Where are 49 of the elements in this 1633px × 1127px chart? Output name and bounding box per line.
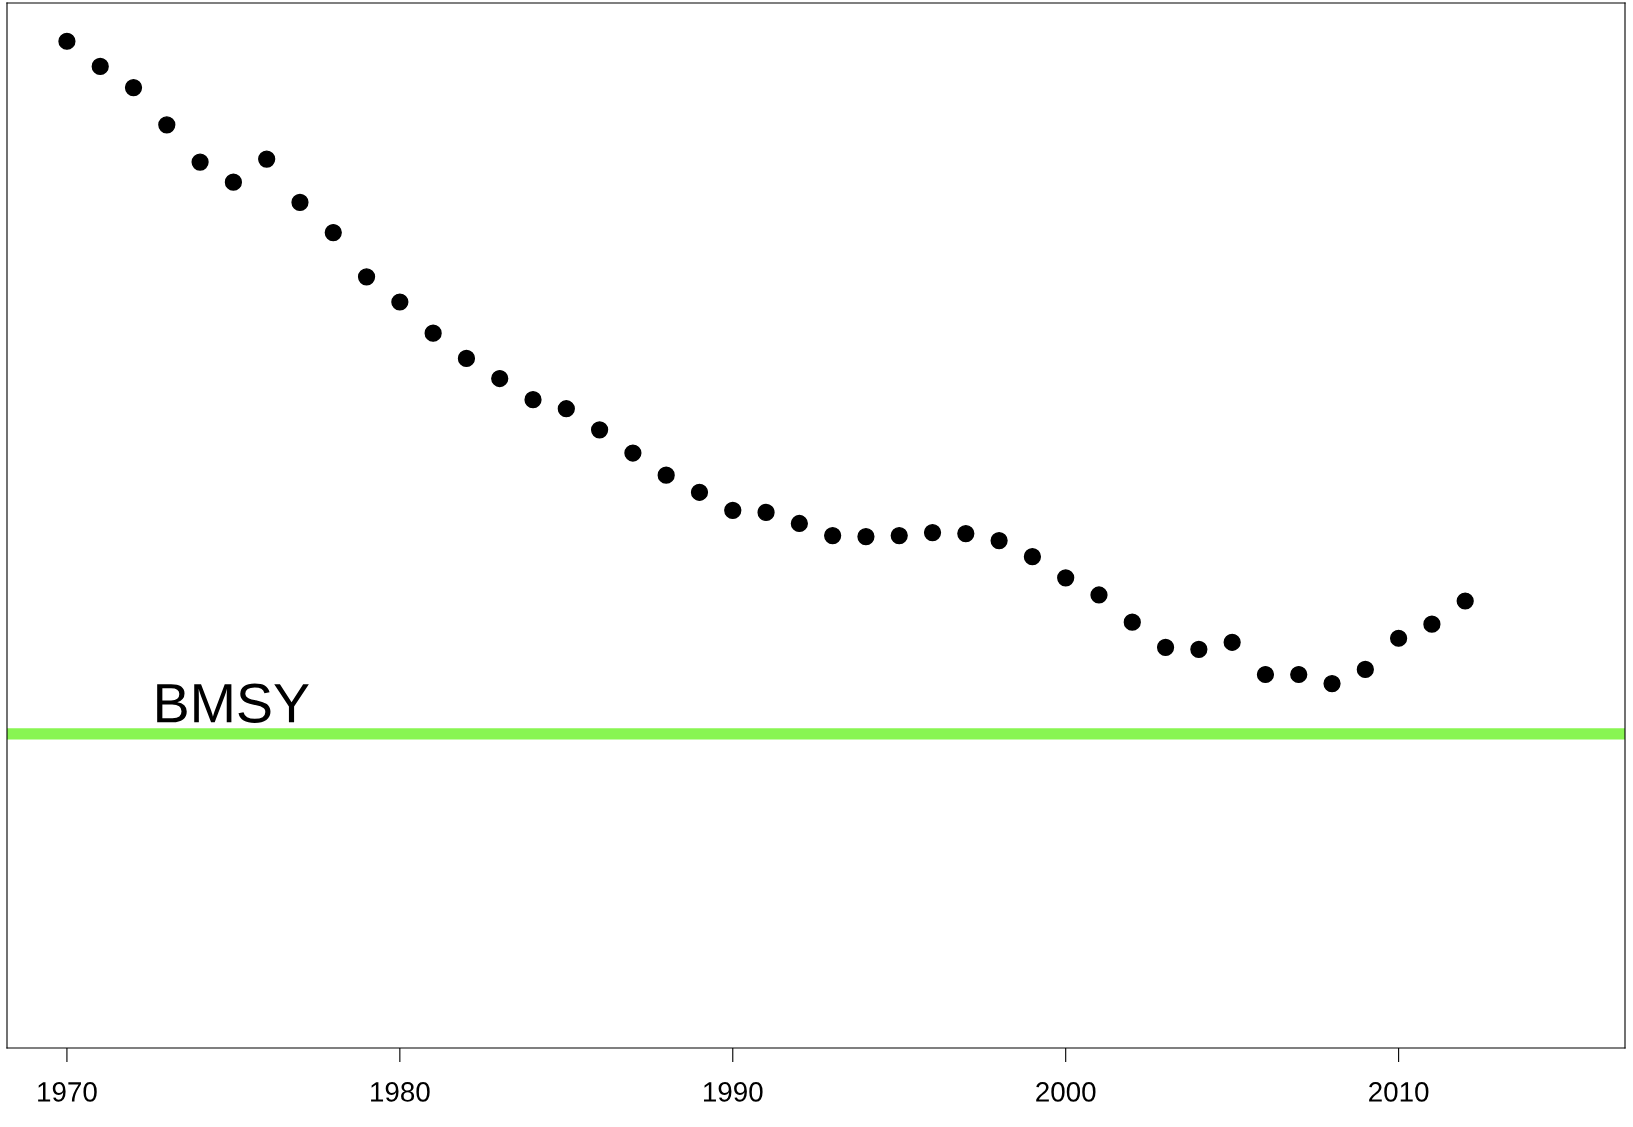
- point: [990, 531, 1008, 550]
- x-tick-label: 2000: [1036, 1082, 1096, 1102]
- point: [1023, 548, 1042, 566]
- point: [391, 293, 409, 311]
- point: [923, 523, 942, 542]
- x-tick-label: 1970: [38, 1082, 97, 1102]
- point: [1290, 665, 1308, 684]
- point: [757, 503, 775, 522]
- point: [324, 223, 342, 242]
- point: [1156, 638, 1175, 656]
- point: [291, 193, 309, 211]
- point: [491, 369, 509, 388]
- point: [1223, 633, 1241, 651]
- x-tick-label: 2010: [1369, 1082, 1429, 1102]
- point: [790, 514, 808, 533]
- point: [1456, 592, 1474, 610]
- point: [957, 524, 975, 543]
- point: [258, 150, 276, 168]
- ref-line-label: BMSY: [157, 683, 309, 723]
- point: [1423, 615, 1441, 633]
- point: [690, 483, 709, 501]
- point: [124, 78, 143, 97]
- point: [424, 324, 442, 342]
- point: [857, 527, 875, 546]
- point: [724, 501, 742, 520]
- point: [1389, 629, 1408, 647]
- point: [524, 391, 542, 409]
- point: [457, 349, 476, 367]
- point: [224, 173, 243, 191]
- point: [590, 421, 609, 439]
- point: [657, 466, 675, 484]
- point: [58, 32, 76, 50]
- point: [557, 400, 575, 418]
- point: [1057, 569, 1075, 587]
- point: [191, 153, 209, 171]
- x-tick-label: 1980: [371, 1082, 430, 1102]
- point: [890, 526, 908, 545]
- point: [824, 526, 842, 545]
- point: [158, 116, 176, 134]
- point: [357, 268, 376, 286]
- point: [1256, 665, 1275, 684]
- point: [91, 57, 109, 76]
- point: [1090, 586, 1108, 604]
- point: [1356, 660, 1374, 679]
- point: [1323, 674, 1341, 693]
- point: [1123, 613, 1141, 631]
- x-tick-label: 1990: [703, 1082, 763, 1102]
- point: [624, 444, 642, 462]
- point: [1190, 640, 1208, 658]
